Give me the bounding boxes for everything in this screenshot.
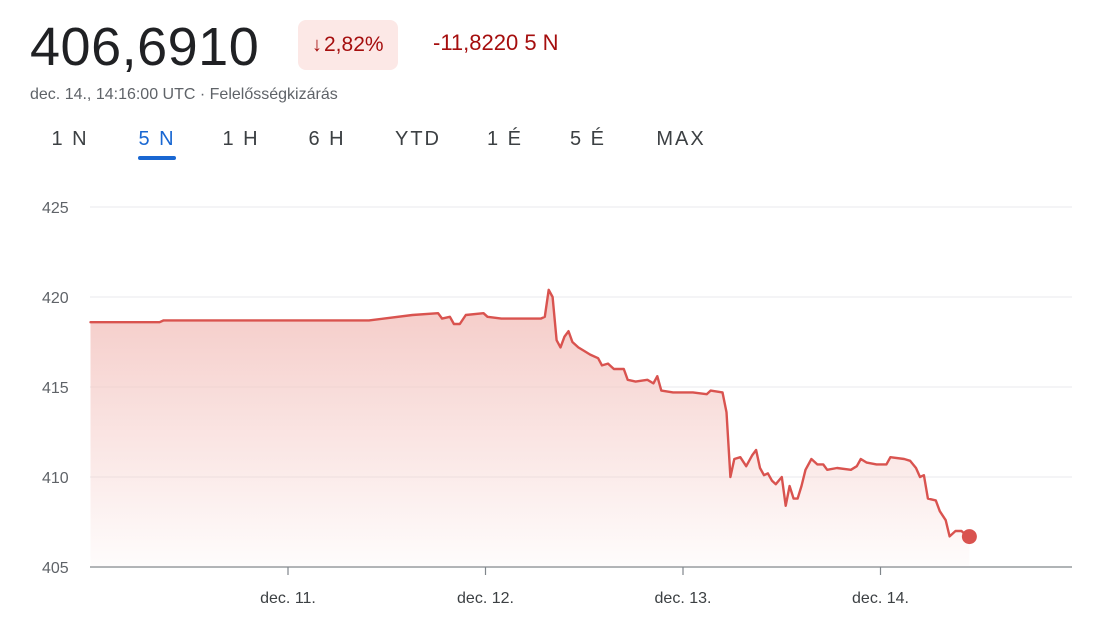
meta-separator: · — [195, 86, 210, 103]
price-area — [90, 289, 970, 567]
tab-6h[interactable]: 6 H — [308, 128, 346, 150]
change-percent: 2,82% — [324, 33, 384, 56]
active-tab-indicator — [138, 156, 176, 160]
price-chart: 405 410 415 420 425 dec. 11. dec. 12. dec. 13. d… — [42, 200, 1072, 607]
tab-1h[interactable]: 1 H — [222, 128, 260, 150]
quote-meta: dec. 14., 14:16:00 UTC · Felelősségkizár… — [30, 86, 338, 104]
disclaimer-link[interactable]: Felelősségkizárás — [209, 86, 338, 103]
tab-1é[interactable]: 1 É — [486, 128, 524, 150]
tab-5é[interactable]: 5 É — [569, 128, 607, 150]
price-line — [89, 288, 971, 538]
current-price: 406,6910 — [30, 17, 260, 77]
tab-ytd[interactable]: YTD — [395, 128, 441, 150]
tab-max[interactable]: MAX — [656, 128, 706, 150]
y-tick-label: 410 — [42, 470, 69, 487]
last-price-dot — [961, 529, 977, 545]
change-percent-badge: ↓ 2,82% — [298, 20, 398, 70]
y-tick-label: 405 — [42, 560, 69, 577]
x-tick-label: dec. 12. — [457, 590, 514, 607]
arrow-down-icon: ↓ — [312, 33, 322, 56]
quote-timestamp: dec. 14., 14:16:00 UTC — [30, 86, 196, 103]
x-tick-label: dec. 13. — [655, 590, 712, 607]
change-value: -11,8220 5 N — [433, 30, 559, 55]
tab-5n[interactable]: 5 N — [138, 128, 176, 150]
range-tabs: 1 N 5 N 1 H 6 H YTD 1 É 5 É MAX — [0, 128, 760, 168]
y-tick-label: 415 — [42, 380, 69, 397]
tab-1n[interactable]: 1 N — [51, 128, 89, 150]
y-tick-label: 425 — [42, 200, 69, 217]
y-tick-label: 420 — [42, 290, 69, 307]
x-tick-label: dec. 14. — [852, 590, 909, 607]
x-tick-label: dec. 11. — [260, 590, 316, 607]
